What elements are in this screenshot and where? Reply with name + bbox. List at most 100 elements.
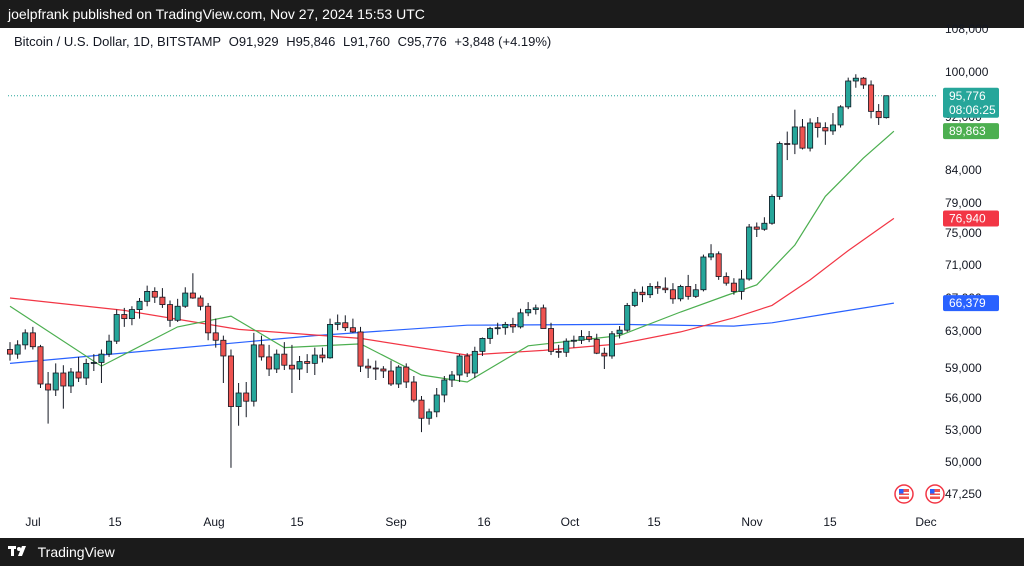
candle-body[interactable] <box>67 371 74 387</box>
candle-body[interactable] <box>784 143 791 145</box>
candle-body[interactable] <box>395 366 402 385</box>
candle-body[interactable] <box>456 355 463 376</box>
candle-body[interactable] <box>586 336 593 340</box>
candle-body[interactable] <box>814 122 821 129</box>
candle-body[interactable] <box>753 226 760 230</box>
candle-body[interactable] <box>52 372 59 391</box>
candle-body[interactable] <box>487 328 494 339</box>
candle-body[interactable] <box>829 124 836 132</box>
candle-body[interactable] <box>342 322 349 329</box>
candle-body[interactable] <box>799 126 806 149</box>
candle-body[interactable] <box>708 253 715 258</box>
candle-body[interactable] <box>662 287 669 291</box>
candle-body[interactable] <box>380 368 387 372</box>
candle-body[interactable] <box>692 289 699 297</box>
candle-body[interactable] <box>807 122 814 149</box>
candle-body[interactable] <box>106 340 113 355</box>
candle-body[interactable] <box>45 383 52 391</box>
candle-body[interactable] <box>14 344 21 355</box>
candle-body[interactable] <box>570 339 577 342</box>
candle-body[interactable] <box>791 126 798 145</box>
candle-body[interactable] <box>98 353 105 363</box>
candle-body[interactable] <box>875 110 882 119</box>
candle-body[interactable] <box>837 106 844 126</box>
candle-body[interactable] <box>372 367 379 370</box>
candle-body[interactable] <box>479 337 486 352</box>
candle-body[interactable] <box>250 344 257 402</box>
candle-body[interactable] <box>860 77 867 86</box>
candle-body[interactable] <box>75 371 82 379</box>
candle-body[interactable] <box>540 307 547 329</box>
candle-body[interactable] <box>677 286 684 300</box>
candle-body[interactable] <box>746 226 753 280</box>
candle-body[interactable] <box>113 314 120 342</box>
candle-body[interactable] <box>654 286 661 289</box>
candle-body[interactable] <box>387 370 394 385</box>
candle-body[interactable] <box>502 323 509 329</box>
candle-body[interactable] <box>769 195 776 224</box>
candle-body[interactable] <box>631 291 638 306</box>
candle-body[interactable] <box>776 143 783 197</box>
candle-body[interactable] <box>197 297 204 307</box>
candle-body[interactable] <box>608 333 615 357</box>
candle-body[interactable] <box>494 327 501 330</box>
tradingview-brand[interactable]: TradingView <box>37 544 115 560</box>
candle-body[interactable] <box>624 305 631 331</box>
candle-body[interactable] <box>29 332 36 348</box>
candle-body[interactable] <box>281 353 288 366</box>
candle-body[interactable] <box>357 331 364 367</box>
candle-body[interactable] <box>685 286 692 297</box>
candle-body[interactable] <box>22 332 29 346</box>
candle-body[interactable] <box>243 392 250 402</box>
candle-body[interactable] <box>532 307 539 310</box>
candle-body[interactable] <box>715 253 722 277</box>
candle-body[interactable] <box>60 372 67 387</box>
candle-body[interactable] <box>235 392 242 407</box>
candle-body[interactable] <box>555 350 562 353</box>
candle-body[interactable] <box>349 327 356 333</box>
candle-body[interactable] <box>151 290 158 298</box>
candle-body[interactable] <box>517 312 524 328</box>
candle-body[interactable] <box>403 366 410 383</box>
candle-body[interactable] <box>189 292 196 299</box>
candle-body[interactable] <box>448 374 455 381</box>
candle-body[interactable] <box>7 349 13 355</box>
candle-body[interactable] <box>578 336 585 341</box>
candle-body[interactable] <box>563 340 570 353</box>
candle-body[interactable] <box>212 332 219 341</box>
candle-body[interactable] <box>639 291 646 296</box>
candle-body[interactable] <box>647 286 654 296</box>
candle-body[interactable] <box>258 344 265 358</box>
candle-body[interactable] <box>601 352 608 357</box>
candle-body[interactable] <box>365 365 372 369</box>
candle-body[interactable] <box>852 77 859 82</box>
candle-body[interactable] <box>288 364 295 370</box>
candle-body[interactable] <box>128 309 135 320</box>
symbol-name[interactable]: Bitcoin / U.S. Dollar, 1D, BITSTAMP <box>14 34 222 49</box>
candle-body[interactable] <box>738 278 745 292</box>
candle-body[interactable] <box>311 354 318 364</box>
candle-body[interactable] <box>37 346 44 385</box>
candle-body[interactable] <box>845 80 852 108</box>
candle-body[interactable] <box>174 305 181 321</box>
candle-body[interactable] <box>700 256 707 291</box>
candle-body[interactable] <box>723 276 730 284</box>
candle-body[interactable] <box>868 84 875 112</box>
candle-body[interactable] <box>144 290 151 302</box>
candle-body[interactable] <box>441 379 448 396</box>
candle-body[interactable] <box>90 362 97 364</box>
candle-body[interactable] <box>220 339 227 357</box>
candle-body[interactable] <box>433 394 440 413</box>
candle-body[interactable] <box>83 362 90 379</box>
candle-body[interactable] <box>509 323 516 328</box>
candle-body[interactable] <box>418 399 425 419</box>
candle-body[interactable] <box>669 289 676 300</box>
candle-body[interactable] <box>822 127 829 132</box>
candle-body[interactable] <box>227 355 234 407</box>
candle-body[interactable] <box>167 304 174 321</box>
candle-body[interactable] <box>273 353 280 370</box>
candle-body[interactable] <box>266 356 273 370</box>
candle-body[interactable] <box>319 354 326 359</box>
candle-body[interactable] <box>548 328 555 352</box>
